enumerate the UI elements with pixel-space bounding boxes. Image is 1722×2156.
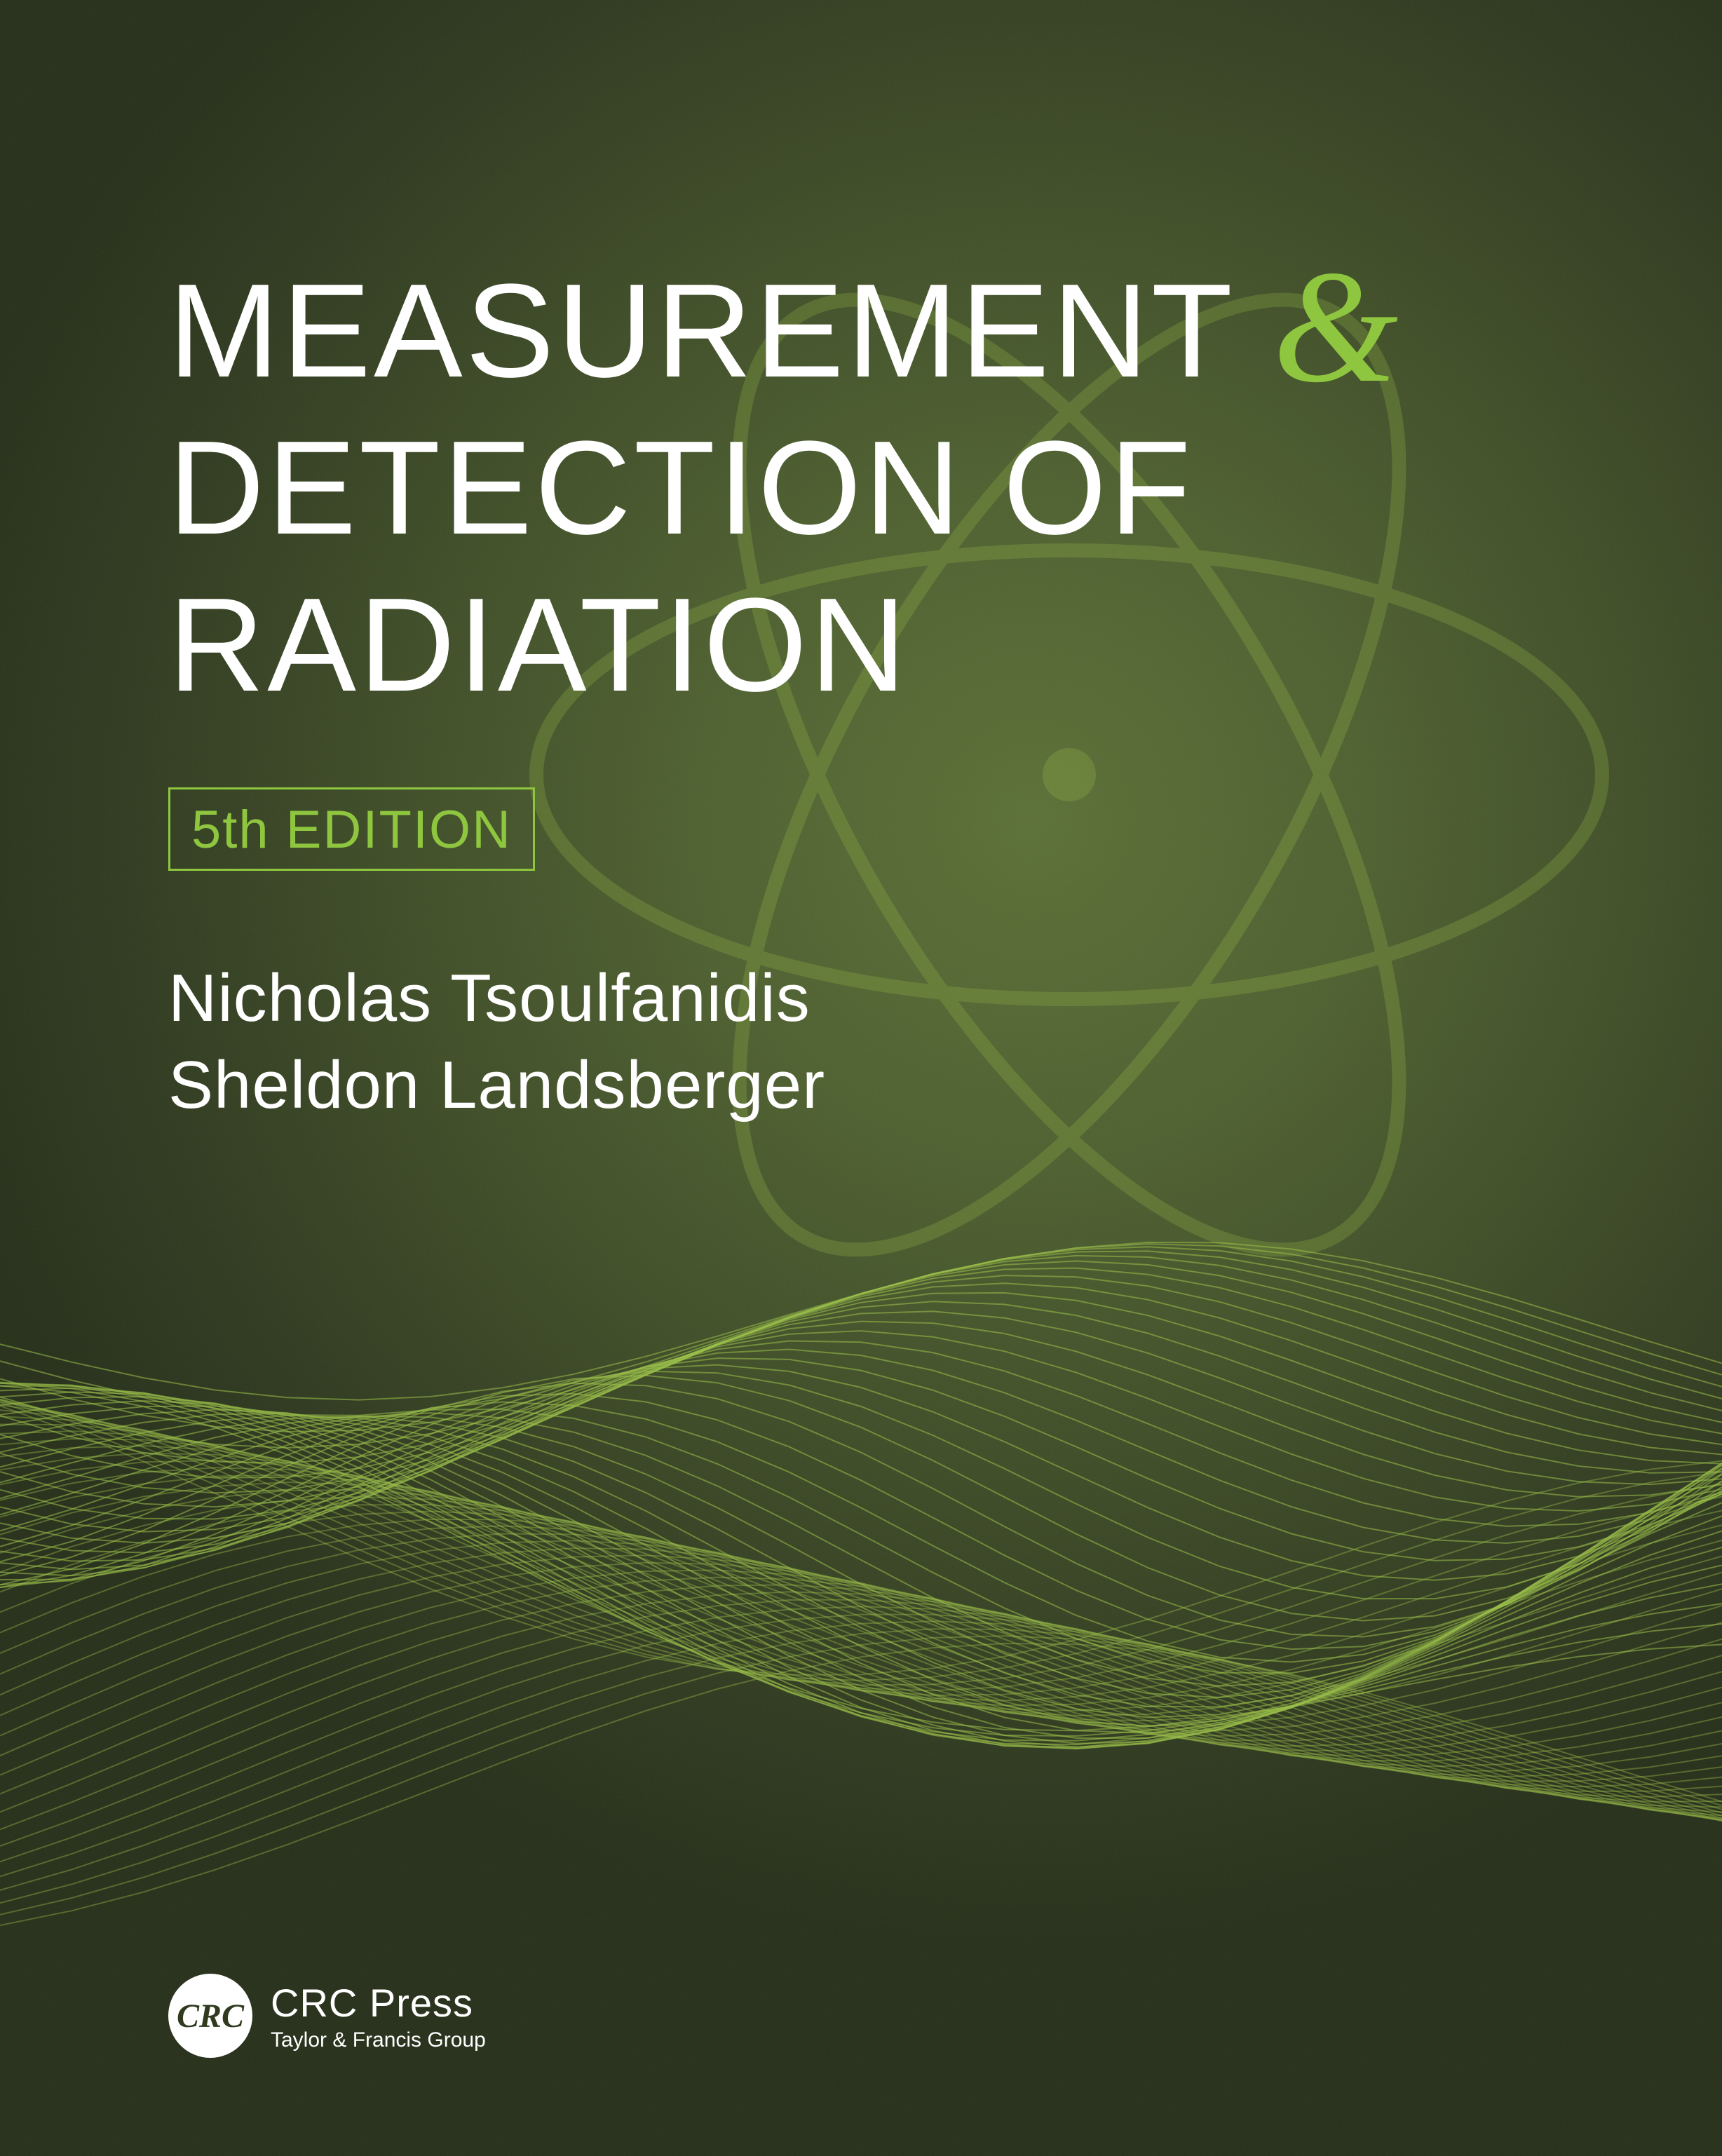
author-2: Sheldon Landsberger (168, 1042, 1554, 1130)
title-line-1: MEASUREMENT (168, 257, 1273, 405)
publisher-block: CRC CRC Press Taylor & Francis Group (168, 1974, 486, 2058)
wave-mesh-graphic (0, 1192, 1722, 2033)
publisher-name: CRC Press (271, 1980, 486, 2026)
author-1: Nicholas Tsoulfanidis (168, 955, 1554, 1043)
book-title: MEASUREMENT & DETECTION OF RADIATION (168, 252, 1554, 724)
cover-content: MEASUREMENT & DETECTION OF RADIATION 5th… (168, 252, 1554, 1130)
edition-text: 5th EDITION (191, 800, 512, 860)
title-line-2: DETECTION OF (168, 414, 1193, 562)
title-line-3: RADIATION (168, 571, 909, 719)
publisher-logo-icon: CRC (168, 1974, 252, 2058)
book-cover: MEASUREMENT & DETECTION OF RADIATION 5th… (0, 0, 1722, 2156)
authors-block: Nicholas Tsoulfanidis Sheldon Landsberge… (168, 955, 1554, 1130)
publisher-text: CRC Press Taylor & Francis Group (271, 1980, 486, 2052)
title-ampersand: & (1273, 237, 1401, 416)
publisher-tagline: Taylor & Francis Group (271, 2028, 486, 2052)
edition-badge: 5th EDITION (168, 787, 535, 871)
publisher-badge-text: CRC (177, 1997, 244, 2035)
